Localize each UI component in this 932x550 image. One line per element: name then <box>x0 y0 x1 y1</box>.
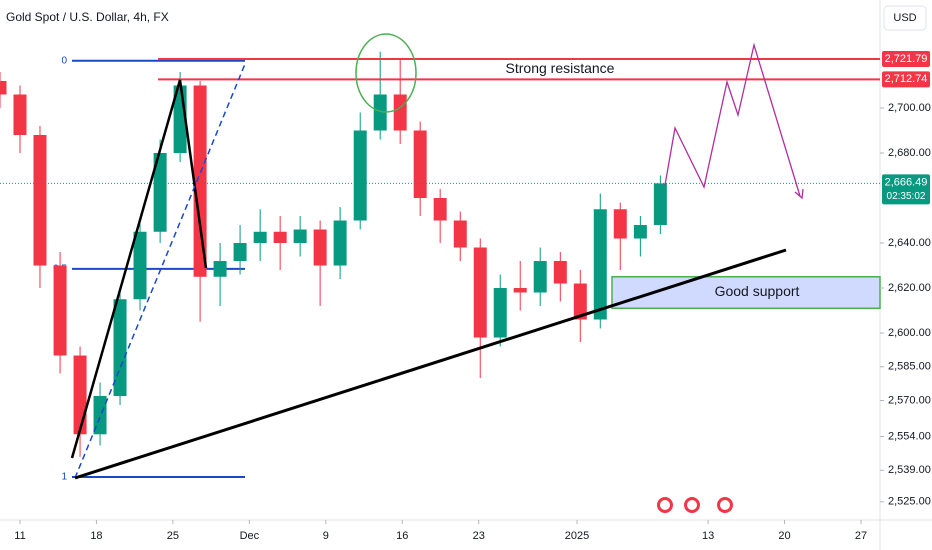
zigzag <box>70 79 208 459</box>
candle-body <box>333 220 347 266</box>
candle-body <box>613 209 627 239</box>
candle-body <box>73 355 87 435</box>
candle-body <box>33 135 47 266</box>
x-tick-label: 25 <box>167 530 179 542</box>
y-tick-label: 2,554.00 <box>888 430 931 442</box>
candle-body <box>153 153 167 232</box>
candle-body <box>553 261 567 284</box>
x-tick-label: 11 <box>14 530 25 542</box>
candle-body <box>493 288 507 338</box>
candle-body <box>53 265 67 356</box>
candle-body <box>293 229 307 244</box>
projection <box>664 42 804 200</box>
fib-trend <box>74 63 246 479</box>
countdown: 02:35:02 <box>887 191 926 202</box>
candle-body <box>373 94 387 131</box>
candle-body <box>313 229 327 266</box>
candle-body <box>533 261 547 293</box>
currency-button[interactable] <box>883 5 927 31</box>
candle-body <box>633 225 647 239</box>
candle-body <box>573 283 587 320</box>
currency: USD <box>893 12 916 24</box>
candle-body <box>213 261 227 277</box>
candle-body <box>453 220 467 248</box>
candle-body <box>473 247 487 338</box>
x-tick-label: 27 <box>855 530 867 542</box>
chart-title: Gold Spot / U.S. Dollar, 4h, FX <box>6 10 169 24</box>
drawings <box>70 33 804 513</box>
y-tick-label: 2,680.00 <box>888 147 931 159</box>
annotation: Good support <box>715 283 800 299</box>
x-tick-label: 2025 <box>565 530 589 542</box>
candle-body <box>273 231 287 244</box>
candle-body <box>193 85 207 277</box>
candle-body <box>113 299 127 397</box>
fib-label: 0 <box>61 55 67 66</box>
y-tick-label: 2,700.00 <box>888 102 931 114</box>
price-label-box <box>882 50 930 67</box>
x-tick-label: 13 <box>702 530 714 542</box>
x-tick-label: 16 <box>396 530 408 542</box>
y-tick-label: 2,570.00 <box>888 394 931 406</box>
candle-body <box>253 231 267 244</box>
y-tick-label: 2,640.00 <box>888 237 931 249</box>
price-label: 2,712.74 <box>885 73 928 85</box>
y-tick-label: 2,620.00 <box>888 282 931 294</box>
candle-body <box>513 288 527 293</box>
y-tick-label: 2,525.00 <box>888 496 931 508</box>
candle-body <box>0 81 7 95</box>
candle-body <box>353 130 367 221</box>
candle-body <box>653 183 667 226</box>
y-tick-label: 2,600.00 <box>888 327 931 339</box>
x-tick-label: 9 <box>323 530 329 542</box>
candle-body <box>393 94 407 131</box>
candle-body <box>433 198 447 221</box>
candle-body <box>133 231 147 300</box>
x-tick-label: Dec <box>240 530 260 542</box>
candle-body <box>233 243 247 262</box>
highlight-circle <box>355 33 417 113</box>
y-tick-label: 2,539.00 <box>888 464 931 476</box>
candle-body <box>93 396 107 435</box>
event-icons <box>657 497 733 513</box>
y-tick-label: 2,585.00 <box>888 361 931 373</box>
price-label-box <box>882 71 930 88</box>
current-price-box <box>882 174 930 205</box>
x-tick-label: 23 <box>473 530 485 542</box>
trend-line <box>74 248 787 480</box>
x-tick-label: 18 <box>90 530 102 542</box>
candle-body <box>13 94 27 136</box>
x-tick-label: 20 <box>778 530 790 542</box>
current-price-label: 2,666.49 <box>885 176 928 188</box>
candle-body <box>413 130 427 199</box>
price-label: 2,721.79 <box>885 53 928 65</box>
fib-label: 1 <box>61 472 67 483</box>
annotation: Strong resistance <box>506 60 615 76</box>
plot: Good support00.51Strong resistance <box>0 51 881 483</box>
candle-body <box>593 209 607 320</box>
